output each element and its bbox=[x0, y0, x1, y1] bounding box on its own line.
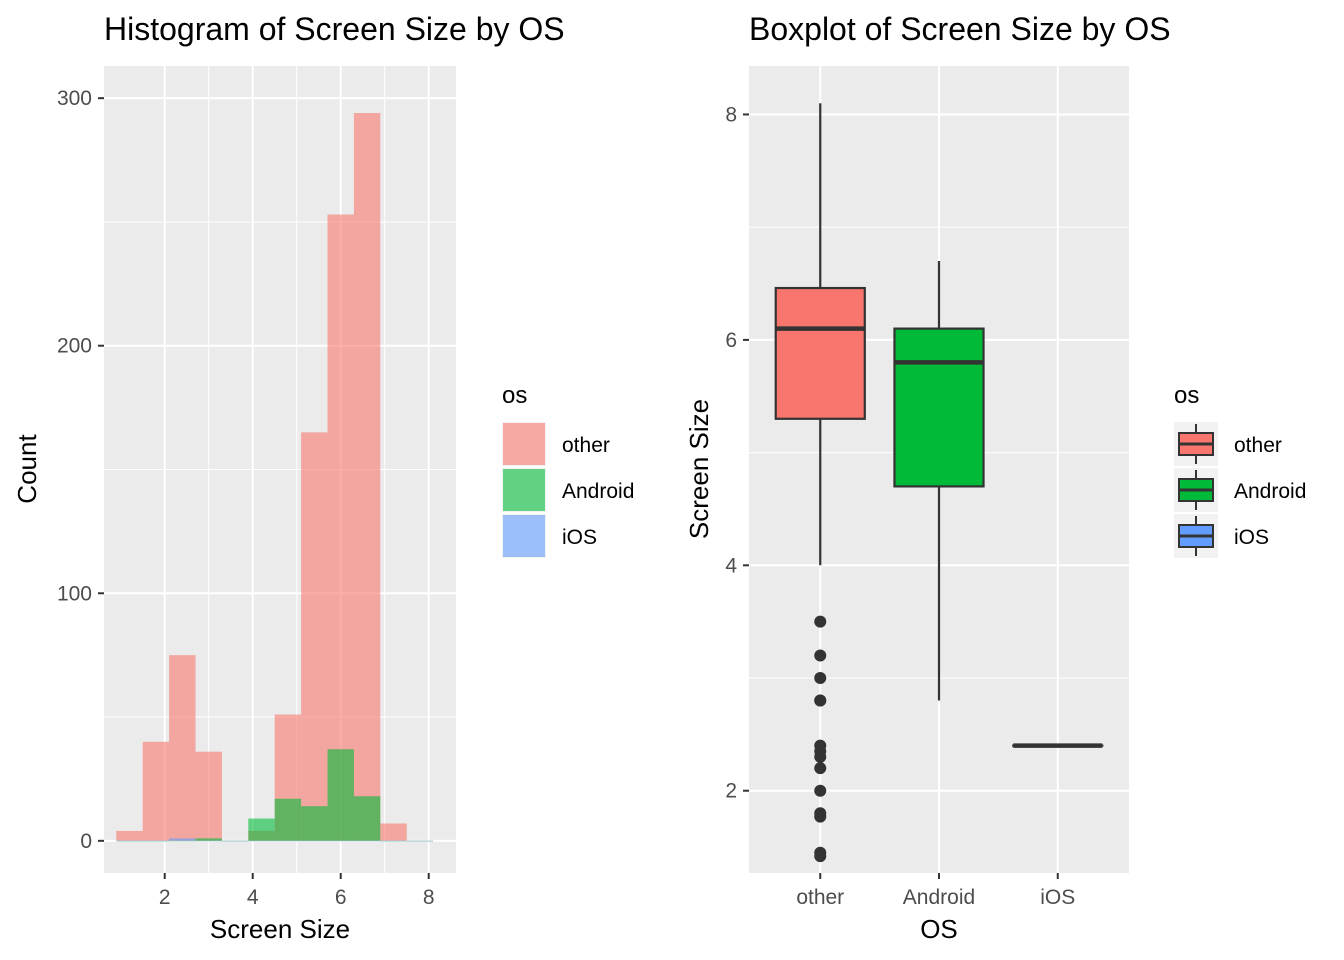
boxplot-x-tick-label: iOS bbox=[1040, 886, 1075, 909]
boxplot-outlier-other bbox=[814, 615, 827, 628]
histogram-x-tick-label: 8 bbox=[423, 886, 435, 909]
boxplot-box-android bbox=[893, 327, 985, 488]
boxplot-box-other bbox=[774, 286, 866, 420]
boxplot-x-axis-title: OS bbox=[920, 914, 958, 944]
boxplot-y-ticks: 2 4 6 8 bbox=[725, 103, 749, 803]
histogram-legend-title: os bbox=[502, 382, 527, 409]
boxplot-legend-title: os bbox=[1174, 382, 1199, 409]
boxplot-outlier-other bbox=[814, 850, 827, 863]
boxplot-y-tick-label: 6 bbox=[725, 329, 737, 352]
histogram-bar-ios bbox=[221, 840, 249, 842]
histogram-bars bbox=[116, 113, 434, 842]
histogram-bar-android bbox=[195, 838, 222, 841]
histogram-x-tick-label: 2 bbox=[159, 886, 171, 909]
boxplot-legend: os other Android iOS bbox=[1174, 382, 1306, 558]
histogram-legend-label: Android bbox=[562, 480, 634, 503]
histogram-bar-ios bbox=[406, 840, 434, 842]
histogram-bar-android bbox=[301, 806, 328, 841]
histogram-chart: Histogram of Screen Size by OS 2 4 6 8 0 100… bbox=[12, 11, 634, 944]
histogram-bar-ios bbox=[195, 840, 222, 842]
histogram-x-tick-label: 6 bbox=[335, 886, 347, 909]
boxplot-x-tick-label: other bbox=[796, 886, 844, 909]
histogram-y-tick-label: 0 bbox=[80, 830, 92, 853]
boxplot-outlier-other bbox=[814, 810, 827, 823]
boxplot-chart: Boxplot of Screen Size by OS other Androi… bbox=[684, 11, 1306, 944]
histogram-bar-other bbox=[301, 432, 328, 841]
boxplot-y-axis-title: Screen Size bbox=[684, 399, 714, 539]
histogram-bar-ios bbox=[274, 840, 302, 842]
histogram-y-ticks: 0 100 200 300 bbox=[57, 87, 104, 853]
histogram-bar-other bbox=[353, 113, 381, 841]
histogram-y-tick-label: 100 bbox=[57, 582, 92, 605]
histogram-title: Histogram of Screen Size by OS bbox=[104, 11, 565, 47]
histogram-y-tick-label: 300 bbox=[57, 87, 92, 110]
histogram-bar-other bbox=[116, 830, 143, 841]
histogram-bar-other bbox=[195, 751, 222, 841]
histogram-bar-ios bbox=[142, 840, 170, 842]
histogram-bar-android bbox=[353, 796, 381, 841]
boxplot-outlier-other bbox=[814, 750, 827, 763]
histogram-legend-label: other bbox=[562, 434, 610, 457]
histogram-bar-android bbox=[248, 818, 275, 841]
boxplot-legend-label: iOS bbox=[1234, 526, 1269, 549]
boxplot-outlier-other bbox=[814, 672, 827, 685]
boxplot-x-tick-label: Android bbox=[903, 886, 975, 909]
histogram-bar-other bbox=[142, 741, 170, 841]
histogram-bar-other bbox=[169, 655, 196, 841]
boxplot-y-tick-label: 2 bbox=[725, 780, 737, 803]
histogram-x-tick-label: 4 bbox=[247, 886, 259, 909]
histogram-y-axis-title: Count bbox=[12, 434, 42, 504]
boxplot-outlier-other bbox=[814, 762, 827, 775]
boxplot-x-ticks: other Android iOS bbox=[796, 873, 1075, 909]
histogram-bar-ios bbox=[353, 840, 381, 842]
histogram-legend-swatch-android bbox=[503, 469, 545, 511]
histogram-bar-android bbox=[169, 840, 196, 842]
boxplot-outlier-other bbox=[814, 649, 827, 662]
histogram-bar-ios bbox=[169, 838, 196, 841]
histogram-legend: os other Android iOS bbox=[502, 382, 634, 558]
boxplot-outlier-other bbox=[814, 784, 827, 797]
histogram-y-tick-label: 200 bbox=[57, 335, 92, 358]
boxplot-y-tick-label: 4 bbox=[725, 554, 737, 577]
boxplot-legend-label: Android bbox=[1234, 480, 1306, 503]
boxplot-boxes bbox=[774, 103, 1104, 863]
histogram-bar-ios bbox=[116, 840, 143, 842]
histogram-legend-label: iOS bbox=[562, 526, 597, 549]
histogram-legend-swatch-other bbox=[503, 423, 545, 465]
boxplot-legend-label: other bbox=[1234, 434, 1282, 457]
histogram-x-axis-title: Screen Size bbox=[210, 914, 350, 944]
histogram-bar-android bbox=[327, 749, 354, 841]
histogram-legend-swatch-ios bbox=[503, 515, 545, 557]
histogram-bar-ios bbox=[248, 840, 275, 842]
histogram-bar-ios bbox=[301, 840, 328, 842]
histogram-bar-other bbox=[380, 823, 407, 841]
boxplot-title: Boxplot of Screen Size by OS bbox=[749, 11, 1171, 47]
histogram-bar-ios bbox=[380, 840, 407, 842]
histogram-bar-other bbox=[327, 214, 354, 841]
boxplot-outlier-other bbox=[814, 694, 827, 707]
histogram-bar-android bbox=[274, 798, 302, 841]
histogram-x-ticks: 2 4 6 8 bbox=[159, 873, 435, 909]
boxplot-y-tick-label: 8 bbox=[725, 103, 737, 126]
histogram-bar-ios bbox=[327, 840, 354, 842]
